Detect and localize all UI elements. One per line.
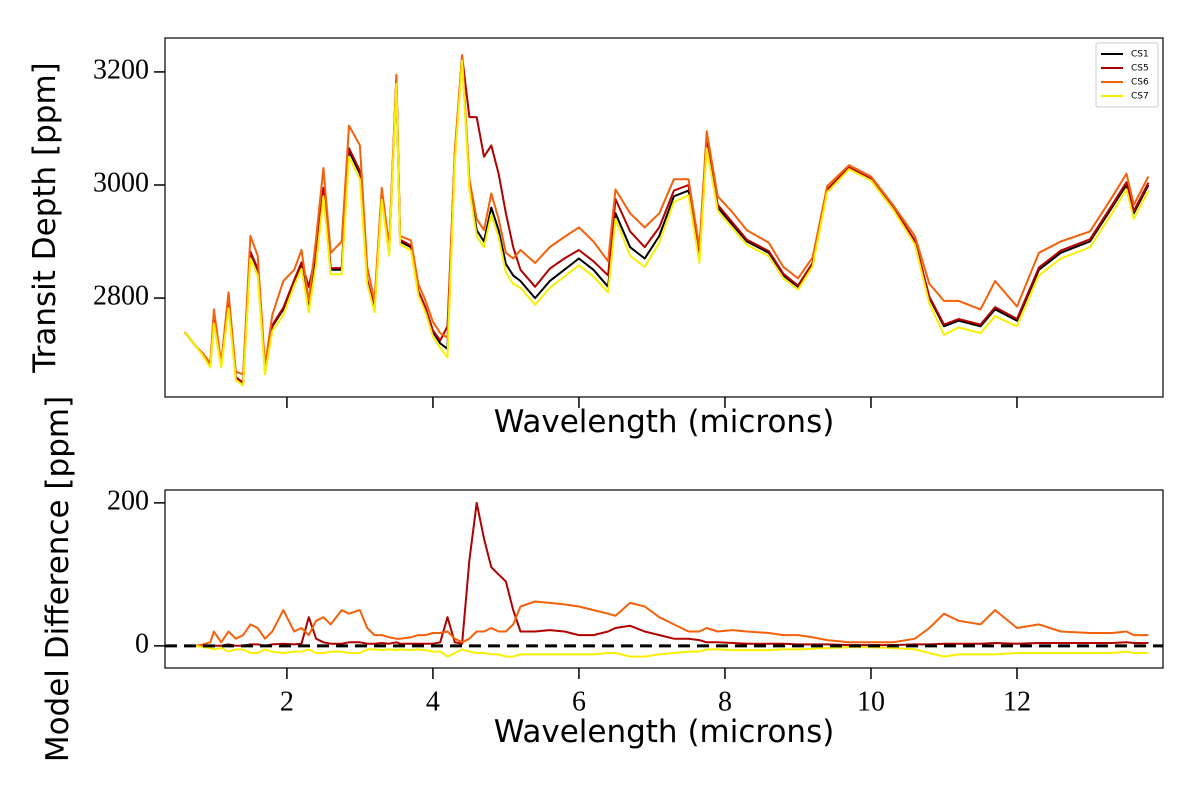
y-tick-label: 2800 (93, 280, 149, 311)
y-axis-label: Model Difference [ppm] (40, 396, 76, 762)
y-tick-label: 3200 (93, 54, 149, 85)
axes-frame (164, 489, 1164, 669)
series-line (184, 600, 1149, 647)
y-tick-label: 3000 (93, 167, 149, 198)
x-tick-label: 8 (718, 686, 732, 717)
x-tick-label: 2 (280, 686, 294, 717)
series-line (183, 54, 1150, 376)
x-axis-label: Wavelength (microns) (494, 714, 835, 750)
x-tick-label: 6 (572, 686, 586, 717)
x-tick-label: 10 (857, 686, 885, 717)
legend-label: CS5 (1131, 64, 1149, 74)
legend-label: CS1 (1131, 50, 1149, 60)
x-axis-label: Wavelength (microns) (494, 404, 835, 440)
legend-label: CS6 (1131, 78, 1149, 88)
x-tick-label: 4 (426, 686, 440, 717)
legend-label: CS7 (1131, 92, 1149, 102)
y-axis-label: Transit Depth [ppm] (27, 62, 63, 374)
plot-area (165, 501, 1163, 658)
series-line (183, 55, 1150, 384)
x-tick-label: 12 (1003, 686, 1031, 717)
series-line (183, 59, 1150, 387)
axes-frame (164, 37, 1164, 398)
y-tick-label: 0 (135, 628, 149, 659)
y-tick-label: 200 (107, 485, 149, 516)
legend-box (1095, 42, 1159, 108)
plot-area (183, 54, 1150, 387)
series-line (184, 644, 1149, 658)
